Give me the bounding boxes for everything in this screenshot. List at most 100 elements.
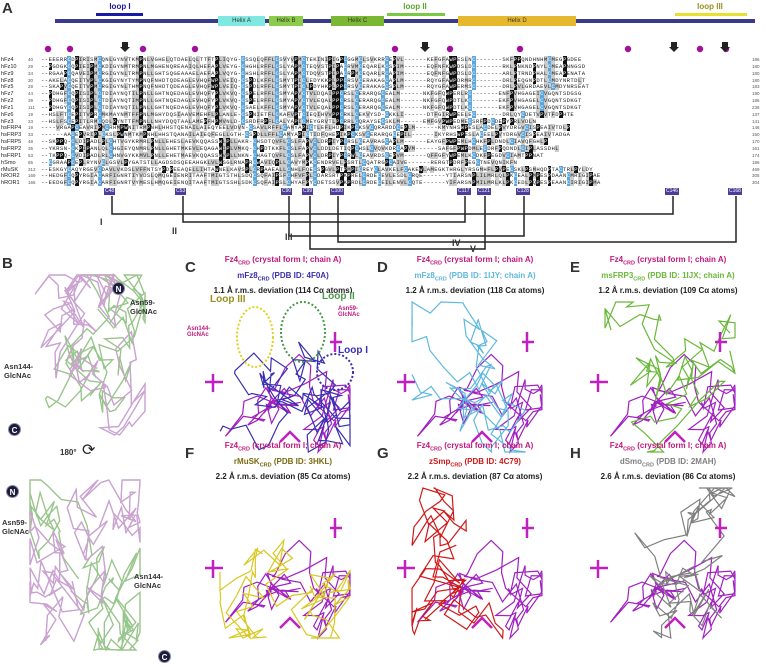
structure-superposition: [590, 487, 736, 641]
sequence: --CGRAAPCEPLRYNVCLGSVLPYGATSTLLAGDSDSQEE…: [41, 158, 518, 166]
start-residue: 28: [28, 84, 34, 90]
start-residue: 35: [28, 145, 34, 151]
sequence-name: hsFRP5: [1, 139, 22, 146]
sequence: --SKPPQ-CLDIPADLPLCHTVGYKRMRLPNLLEHESLAE…: [41, 138, 548, 146]
panel-label-f: F: [185, 445, 195, 462]
structure-overlay-top: [34, 272, 146, 436]
backbone-trace: [634, 487, 736, 639]
structure-superposition: [590, 301, 736, 455]
end-residue: 180: [752, 63, 760, 69]
sequence-name: hFz6: [1, 111, 14, 118]
sequence-name: hFz9: [1, 70, 14, 77]
alignment-row: hsFRP1 53 --TKPPQ-CVDIPADLRLCHNVGYKKMVLPNL…: [0, 151, 765, 160]
backbone-line: [55, 19, 755, 23]
asn144-label-bottom: Asn144- GlcNAc: [134, 572, 164, 590]
cysteine-label: C146: [665, 188, 679, 195]
asn59-annotation: Asn59- GlcNAc: [338, 306, 360, 318]
sequence-name: hsFRP3: [1, 132, 22, 139]
sequence-name: hsFRP2: [1, 145, 22, 152]
backbone-trace: [29, 479, 141, 646]
arrow-down-icon: [669, 42, 679, 52]
end-residue: 137: [752, 111, 760, 117]
panel-title: Fz4CRD (crystal form I; chain A) mFz8CRD…: [188, 254, 378, 296]
panel-label-e: E: [570, 259, 581, 276]
disulfide-numeral: V: [470, 244, 477, 254]
loop-iii-ellipse: [236, 306, 274, 368]
sequence-name: hFz2: [1, 98, 14, 105]
sequence: --HSLFSCEPITLRMCQDLPYNTTFMPNLLNHYDQQTAAL…: [41, 117, 537, 125]
sequence-name: hsFRP1: [1, 152, 22, 159]
disulfide-bond: [309, 196, 486, 250]
end-residue: 141: [752, 118, 760, 124]
rmsd-value: 2.2 Å r.m.s. deviation (85 Cα atoms): [215, 472, 351, 482]
panel-label-a: A: [2, 0, 13, 17]
glycosylation-site-marker: [446, 45, 454, 53]
disulfide-bond: [111, 196, 674, 215]
arrow-down-icon: [120, 42, 130, 52]
start-residue: 169: [28, 173, 36, 179]
alignment-row: hFz9 34 --RGAAPCQAVEIPMCRGIGYNLTRMPNLLGHTS…: [0, 69, 765, 78]
rotation-label: 180°: [60, 448, 77, 457]
sequence-name: hFz4: [1, 57, 14, 63]
glycosylation-site-marker: [516, 45, 524, 53]
backbone-trace: [417, 353, 543, 455]
backbone-trace: [411, 487, 504, 640]
glycan-sticks: [205, 518, 342, 629]
end-residue: 146: [752, 125, 760, 131]
asn59-label-top: Asn59- GlcNAc: [130, 298, 158, 316]
disulfide-bond: [182, 196, 466, 223]
panel-title: Fz4CRD (crystal form I; chain A) dSmoCRD…: [573, 440, 763, 482]
loop-i-annotation: Loop I: [338, 345, 368, 356]
disulfide-bond-diagram: [111, 196, 737, 250]
sequence: --TKPPQ-CVDIPADLRLCHNVGYKKMVLPNLLEHETMAE…: [41, 151, 544, 159]
panel-label-b: B: [2, 255, 13, 272]
alignment-row: hsFRP5 48 --SKPPQ-CLDIPADLPLCHTVGYKRMRLPNL…: [0, 138, 765, 146]
sequence-alignment: hFz4 40 --EEERRCDPIRISMCQNLGYNVTKMPNLVGHEL…: [0, 56, 765, 187]
sequence-name: rMuSK: [1, 166, 19, 173]
sequence-name: hROR1: [1, 180, 20, 187]
sequence: --AKELACQEITVPLCKGIGYNYTYMPNQFNHDTQDEAGL…: [41, 76, 586, 84]
sequence: --HSLFTCEPITVPRCMKMAYNMTFFPNLMGHYDQSIAAV…: [41, 110, 575, 118]
disulfide-bond: [337, 196, 737, 243]
sequence-name: hFz3: [1, 118, 14, 125]
alignment-row: hFz3 23 --HSLFSCEPITLRMCQDLPYNTTFMPNLLNHYD…: [0, 117, 765, 126]
start-residue: 23: [28, 118, 34, 124]
start-residue: 33: [28, 132, 34, 138]
backbone-trace: [417, 539, 543, 641]
end-residue: 161: [752, 145, 760, 151]
start-residue: 29: [28, 63, 34, 69]
compared-structure: mFz8CRD (PDB ID: 4F0A): [237, 270, 329, 283]
helix-d: Helix D: [458, 16, 576, 26]
sequence-name: hFz8: [1, 77, 14, 84]
loop-ii-annotation: Loop II: [322, 291, 355, 302]
backbone-trace: [610, 539, 736, 641]
backbone-trace: [604, 301, 736, 453]
cysteine-label: C53: [175, 188, 187, 195]
end-residue: 190: [752, 91, 760, 97]
backbone-trace: [219, 341, 351, 453]
backbone-trace: [219, 538, 351, 640]
glycan-sticks: [590, 518, 727, 629]
disulfide-numeral: II: [172, 226, 178, 236]
alignment-row: hROR2 169 --HEDGFCQPYRGIACARFIGNRTIYVDSLQM…: [0, 172, 765, 180]
panel-title: Fz4CRD (crystal form I; chain A) rMuSKCR…: [188, 440, 378, 482]
compared-structure: dSmoCRD (PDB ID: 2MAH): [619, 456, 717, 469]
end-residue: 304: [752, 180, 760, 186]
end-residue: 174: [752, 152, 760, 158]
start-residue: 34: [28, 70, 34, 76]
end-residue: 183: [752, 84, 760, 90]
backbone-trace: [411, 300, 527, 454]
c-terminus-marker: C: [8, 423, 21, 436]
alignment-row: hFz7 44 --PDHGFCQPISIPLCTDIAYNQTILPNLLGHTN…: [0, 90, 765, 98]
alignment-row: hFz10 29 --PGDGKCQPIEIPMCKDIGYNMTRMPNLMGHE…: [0, 62, 765, 71]
panel-label-h: H: [570, 445, 581, 462]
alignment-row: hsFRP4 19 ----VRGAPCEAVRIPMCRHMPWNITRMPNHL…: [0, 124, 765, 132]
end-residue: 150: [752, 132, 760, 138]
n-terminus-marker-bottom: N: [6, 485, 19, 498]
end-residue: 186: [752, 98, 760, 104]
sequence-name: hROR2: [1, 173, 20, 180]
loop-ii-label: loop II: [403, 2, 427, 11]
start-residue: 65: [28, 159, 34, 165]
sequence: ----VRGAPCEAVRIPMCRHMPWNITRMPNHLHHSTQENA…: [41, 124, 571, 132]
glycosylation-site-marker: [696, 45, 704, 53]
